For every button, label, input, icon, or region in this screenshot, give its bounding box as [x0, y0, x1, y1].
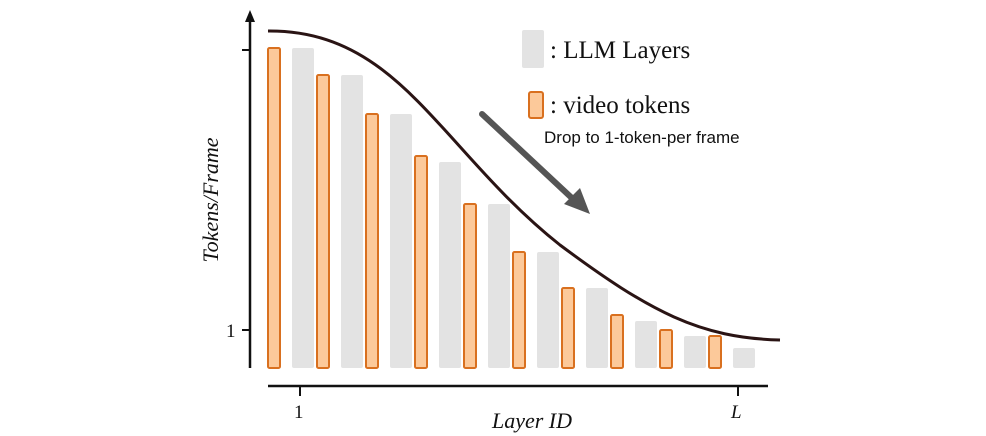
legend-llm-label: : LLM Layers [550, 37, 690, 64]
llm-layer-bar [586, 288, 608, 368]
llm-layer-bar [292, 48, 314, 368]
legend-video-label: : video tokens [550, 92, 690, 119]
bars-group [267, 47, 755, 369]
llm-layer-bar [733, 348, 755, 368]
video-tokens-bar [708, 335, 722, 369]
trend-curve [267, 29, 781, 342]
llm-layer-bar [439, 162, 461, 368]
llm-layer-bar [390, 114, 412, 368]
legend-llm-swatch [522, 30, 544, 68]
llm-layer-bar [488, 204, 510, 368]
drop-arrow-head [564, 188, 590, 214]
video-tokens-bar [365, 113, 379, 369]
y-axis-title: Tokens/Frame [198, 137, 223, 262]
llm-layer-bar [537, 252, 559, 368]
llm-layer-bar [341, 75, 363, 368]
x-tick-label-first: 1 [294, 402, 304, 423]
video-tokens-bar [463, 203, 477, 369]
drop-arrow-shaft [479, 111, 577, 203]
x-tick-label-last: L [730, 402, 742, 423]
legend-note: Drop to 1-token-per frame [544, 128, 740, 147]
y-axis-arrowhead [245, 10, 255, 22]
llm-layer-bar [635, 321, 657, 368]
video-tokens-bar [316, 74, 330, 369]
video-tokens-bar [610, 314, 624, 369]
video-tokens-bar [659, 329, 673, 369]
video-tokens-bar [561, 287, 575, 369]
video-tokens-bar [267, 47, 281, 369]
legend-video-swatch [528, 91, 544, 119]
llm-layer-bar [684, 336, 706, 368]
y-tick-label: 1 [226, 321, 236, 342]
video-tokens-bar [512, 251, 526, 369]
video-tokens-bar [414, 155, 428, 369]
x-axis-title: Layer ID [491, 408, 572, 433]
